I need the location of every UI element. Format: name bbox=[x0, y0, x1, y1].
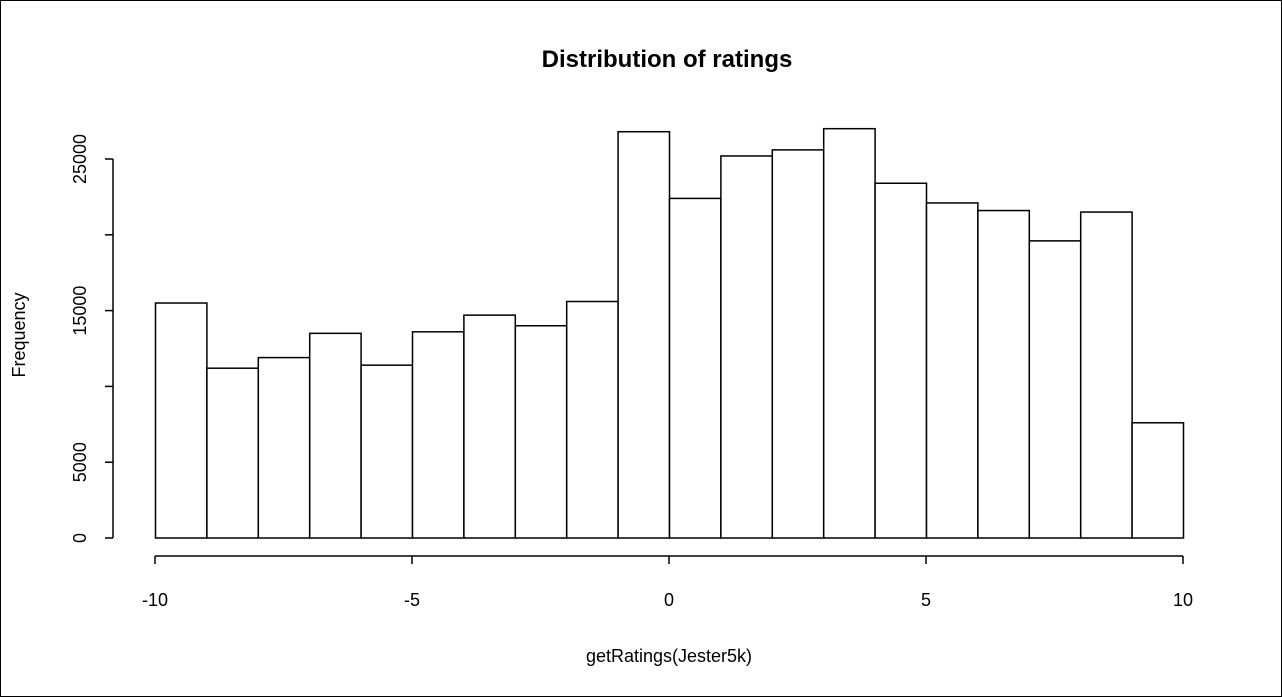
x-tick-label: 10 bbox=[1173, 590, 1193, 610]
histogram-bar bbox=[874, 182, 928, 539]
x-tick-label: 5 bbox=[921, 590, 931, 610]
x-tick-label: 0 bbox=[664, 590, 674, 610]
histogram-bar bbox=[1028, 240, 1082, 539]
histogram-bar bbox=[463, 314, 517, 539]
histogram-bar bbox=[257, 356, 311, 539]
histogram-bar bbox=[668, 197, 722, 539]
histogram-bar bbox=[206, 367, 260, 539]
histogram-bar bbox=[565, 300, 619, 539]
histogram-bar bbox=[720, 155, 774, 539]
y-tick-label: 5000 bbox=[70, 442, 90, 482]
histogram-bar bbox=[977, 209, 1031, 539]
y-tick-label: 25000 bbox=[70, 134, 90, 184]
histogram-bar bbox=[617, 130, 671, 539]
histogram-bar bbox=[411, 331, 465, 539]
bars-group bbox=[154, 127, 1185, 539]
y-tick-label: 15000 bbox=[70, 286, 90, 336]
histogram-bar bbox=[925, 202, 979, 539]
x-axis-title: getRatings(Jester5k) bbox=[586, 646, 752, 666]
histogram-bar bbox=[1079, 211, 1133, 539]
histogram-bar bbox=[154, 302, 208, 539]
histogram-bar bbox=[308, 332, 362, 539]
histogram-bar bbox=[822, 127, 876, 539]
x-axis: -10 -5 0 5 10 bbox=[142, 555, 1193, 610]
y-tick-label: 0 bbox=[70, 533, 90, 543]
histogram-bar bbox=[771, 149, 825, 539]
histogram-bar bbox=[360, 364, 414, 539]
histogram-bar bbox=[514, 325, 568, 539]
chart-title: Distribution of ratings bbox=[542, 46, 793, 73]
x-tick-label: -10 bbox=[142, 590, 168, 610]
y-axis: 0 5000 15000 25000 bbox=[70, 134, 114, 543]
x-tick-label: -5 bbox=[404, 590, 420, 610]
histogram-bar bbox=[1131, 422, 1185, 539]
y-axis-title: Frequency bbox=[9, 292, 29, 377]
